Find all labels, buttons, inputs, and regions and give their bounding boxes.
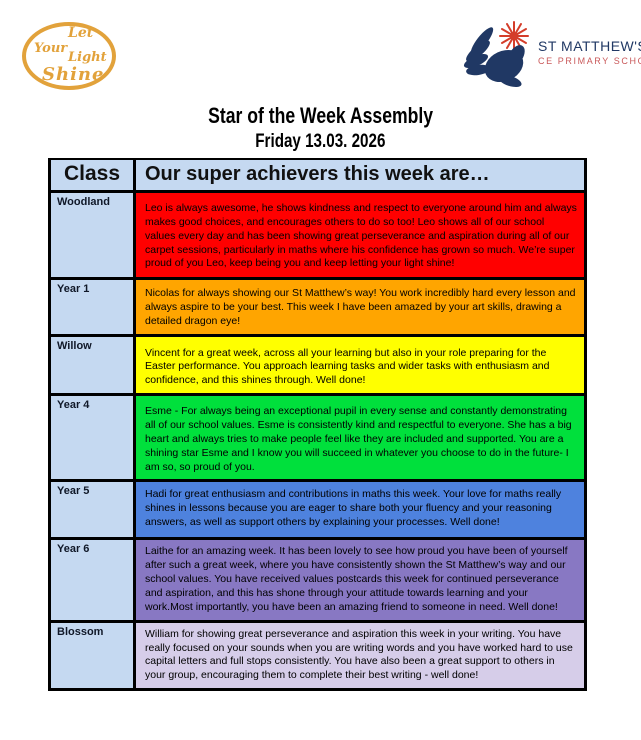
- table-row-blossom: Blossom William for showing great persev…: [51, 622, 584, 689]
- achiever-cell: Nicolas for always showing our St Matthe…: [136, 280, 584, 334]
- class-cell: Year 6: [51, 540, 136, 620]
- logo-oval-outline: [22, 22, 116, 90]
- page-date: Friday 13.03. 2026: [255, 131, 386, 152]
- table-row-year4: Year 4 Esme - For always being an except…: [51, 396, 584, 483]
- logo-word-let: Let: [68, 25, 94, 41]
- table-row-year6: Year 6 Laithe for an amazing week. It ha…: [51, 540, 584, 623]
- achiever-cell: Vincent for a great week, across all you…: [136, 336, 584, 394]
- achiever-cell: Esme - For always being an exceptional p…: [136, 396, 584, 480]
- class-cell: Woodland: [51, 193, 136, 277]
- class-cell: Year 1: [51, 280, 136, 334]
- class-cell: Year 4: [51, 396, 136, 480]
- logo-word-your: Your: [34, 41, 68, 56]
- star-of-week-table: Class Our super achievers this week are……: [48, 158, 587, 692]
- school-logo: ST MATTHEW'S CE PRIMARY SCHOOL: [458, 18, 641, 90]
- class-cell: Blossom: [51, 622, 136, 689]
- header-class-cell: Class: [51, 160, 136, 190]
- table-header-row: Class Our super achievers this week are…: [51, 160, 584, 193]
- logo-word-shine: Shine: [42, 64, 105, 85]
- achiever-cell: Hadi for great enthusiasm and contributi…: [136, 482, 584, 538]
- achiever-cell: Laithe for an amazing week. It has been …: [136, 540, 584, 620]
- achiever-cell: Leo is always awesome, he shows kindness…: [136, 193, 584, 277]
- table-row-year1: Year 1 Nicolas for always showing our St…: [51, 280, 584, 337]
- header-achievers-cell: Our super achievers this week are…: [136, 160, 584, 190]
- hand-starburst-icon: [463, 21, 529, 88]
- light-shine-logo: Let Your Light Shine: [20, 16, 120, 98]
- school-name: ST MATTHEW'S: [538, 38, 641, 54]
- table-row-woodland: Woodland Leo is always awesome, he shows…: [51, 193, 584, 280]
- table-row-year5: Year 5 Hadi for great enthusiasm and con…: [51, 482, 584, 541]
- logo-word-light: Light: [68, 50, 107, 65]
- class-cell: Willow: [51, 336, 136, 394]
- class-cell: Year 5: [51, 482, 136, 538]
- page-title: Star of the Week Assembly: [208, 103, 433, 128]
- achiever-cell: William for showing great perseverance a…: [136, 622, 584, 689]
- table-row-willow: Willow Vincent for a great week, across …: [51, 336, 584, 397]
- school-subtitle: CE PRIMARY SCHOOL: [538, 56, 641, 66]
